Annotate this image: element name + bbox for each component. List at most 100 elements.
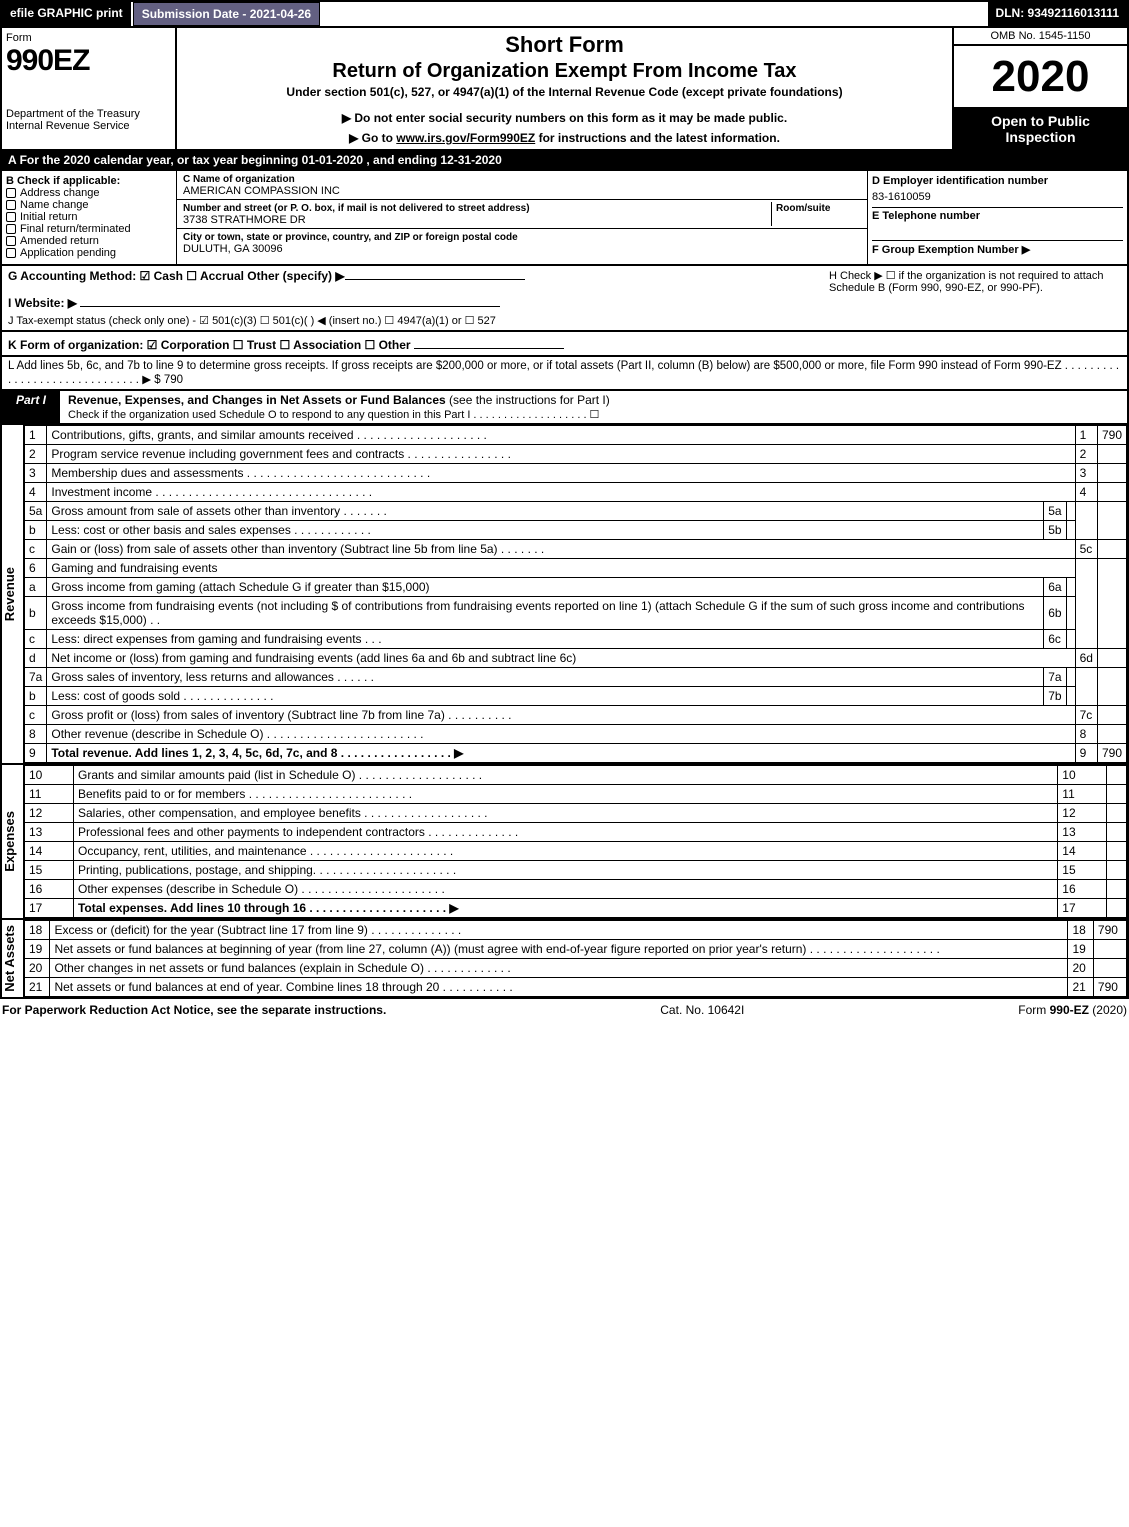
b-opt-name-label: Name change: [20, 199, 89, 211]
line-h: H Check ▶ ☐ if the organization is not r…: [821, 269, 1121, 327]
b-opt-amended-label: Amended return: [20, 235, 99, 247]
b-opt-amended[interactable]: Amended return: [6, 235, 172, 247]
c-street-line: Number and street (or P. O. box, if mail…: [177, 200, 867, 229]
ln6-d: Gaming and fundraising events: [47, 559, 1075, 578]
ln13-amt: [1107, 823, 1127, 842]
dln: DLN: 93492116013111: [988, 2, 1127, 26]
b-opt-name[interactable]: Name change: [6, 199, 172, 211]
e-tel-lbl: E Telephone number: [872, 210, 980, 222]
ln14-d: Occupancy, rent, utilities, and maintena…: [73, 842, 1057, 861]
ln15-d: Printing, publications, postage, and shi…: [73, 861, 1057, 880]
title-short-form: Short Form: [185, 32, 944, 58]
expenses-vlabel: Expenses: [2, 811, 23, 872]
b-opt-pending[interactable]: Application pending: [6, 247, 172, 259]
ln18-ln: 18: [1068, 921, 1093, 940]
c-street-lbl: Number and street (or P. O. box, if mail…: [183, 203, 530, 214]
ln16-ln: 16: [1058, 880, 1107, 899]
c-name-lbl: C Name of organization: [183, 174, 295, 185]
ln10-ln: 10: [1058, 766, 1107, 785]
form-header: Form 990EZ Department of the Treasury In…: [0, 28, 1129, 151]
spacer: [320, 2, 987, 26]
ln3-d: Membership dues and assessments . . . . …: [47, 464, 1075, 483]
ln11-n: 11: [25, 785, 74, 804]
ln11-ln: 11: [1058, 785, 1107, 804]
ln7b-d: Less: cost of goods sold . . . . . . . .…: [47, 687, 1044, 706]
ln14-ln: 14: [1058, 842, 1107, 861]
ln6d-amt: [1097, 649, 1126, 668]
ln6d-ln: 6d: [1075, 649, 1097, 668]
ln7a-subamt: [1066, 668, 1075, 687]
open-to-public: Open to Public Inspection: [954, 107, 1127, 149]
ln21-ln: 21: [1068, 978, 1093, 997]
ln21-d: Net assets or fund balances at end of ye…: [50, 978, 1068, 997]
ln12-d: Salaries, other compensation, and employ…: [73, 804, 1057, 823]
efile-print-button[interactable]: efile GRAPHIC print: [2, 2, 133, 26]
footer-right: Form 990-EZ (2020): [1018, 1003, 1127, 1017]
c-name-line: C Name of organization AMERICAN COMPASSI…: [177, 171, 867, 200]
ln6c-subamt: [1066, 630, 1075, 649]
ln2-d: Program service revenue including govern…: [47, 445, 1075, 464]
ln11-amt: [1107, 785, 1127, 804]
ln2-amt: [1097, 445, 1126, 464]
ln5c-amt: [1097, 540, 1126, 559]
part-i-tab: Part I: [2, 391, 60, 423]
ln16-n: 16: [25, 880, 74, 899]
d-ein-value: 83-1610059: [872, 191, 1123, 203]
c-street-value: 3738 STRATHMORE DR: [183, 214, 306, 226]
b-opt-initial[interactable]: Initial return: [6, 211, 172, 223]
ln7ab-shade: [1075, 668, 1097, 706]
omb-number: OMB No. 1545-1150: [954, 28, 1127, 46]
expenses-table: 10Grants and similar amounts paid (list …: [24, 765, 1127, 918]
block-bcdef: B Check if applicable: Address change Na…: [0, 171, 1129, 266]
irs-link[interactable]: www.irs.gov/Form990EZ: [396, 131, 535, 145]
ln7b-sub: 7b: [1044, 687, 1066, 706]
part-i-check: Check if the organization used Schedule …: [68, 409, 599, 421]
ln5ab-shade2: [1097, 502, 1126, 540]
ln5a-n: 5a: [25, 502, 47, 521]
title-under-section: Under section 501(c), 527, or 4947(a)(1)…: [185, 85, 944, 99]
ln10-n: 10: [25, 766, 74, 785]
part-i-title: Revenue, Expenses, and Changes in Net As…: [60, 391, 1127, 423]
department: Department of the Treasury Internal Reve…: [6, 108, 171, 132]
ln7a-n: 7a: [25, 668, 47, 687]
ln8-amt: [1097, 725, 1126, 744]
ln16-amt: [1107, 880, 1127, 899]
ln13-n: 13: [25, 823, 74, 842]
ln1-d: Contributions, gifts, grants, and simila…: [47, 426, 1075, 445]
ln6d-n: d: [25, 649, 47, 668]
ln5a-sub: 5a: [1044, 502, 1066, 521]
netassets-table: 18Excess or (deficit) for the year (Subt…: [24, 920, 1127, 997]
ln6b-sub: 6b: [1044, 597, 1066, 630]
goto-pre: ▶ Go to: [349, 131, 396, 145]
ln3-ln: 3: [1075, 464, 1097, 483]
ln3-n: 3: [25, 464, 47, 483]
line-k: K Form of organization: ☑ Corporation ☐ …: [0, 332, 1129, 357]
ln19-ln: 19: [1068, 940, 1093, 959]
ln19-n: 19: [25, 940, 50, 959]
col-b: B Check if applicable: Address change Na…: [2, 171, 177, 264]
b-opt-address[interactable]: Address change: [6, 187, 172, 199]
b-opt-final[interactable]: Final return/terminated: [6, 223, 172, 235]
ln5b-subamt: [1066, 521, 1075, 540]
ln18-n: 18: [25, 921, 50, 940]
c-city-line: City or town, state or province, country…: [177, 229, 867, 257]
b-opt-final-label: Final return/terminated: [20, 223, 131, 235]
ln14-n: 14: [25, 842, 74, 861]
ln1-ln: 1: [1075, 426, 1097, 445]
b-label: B Check if applicable:: [6, 175, 172, 187]
ln12-n: 12: [25, 804, 74, 823]
ln18-amt: 790: [1093, 921, 1126, 940]
line-g: G Accounting Method: ☑ Cash ☐ Accrual Ot…: [8, 269, 821, 327]
c-city-value: DULUTH, GA 30096: [183, 243, 283, 255]
ln7c-amt: [1097, 706, 1126, 725]
ln4-d: Investment income . . . . . . . . . . . …: [47, 483, 1075, 502]
ln11-d: Benefits paid to or for members . . . . …: [73, 785, 1057, 804]
ln6d-d: Net income or (loss) from gaming and fun…: [47, 649, 1075, 668]
f-group-lbl: F Group Exemption Number ▶: [872, 244, 1030, 256]
i-text: I Website: ▶: [8, 296, 77, 310]
ln9-amt: 790: [1097, 744, 1126, 763]
header-left: Form 990EZ Department of the Treasury In…: [2, 28, 177, 149]
form-word: Form: [6, 32, 171, 44]
ln6-shade: [1075, 559, 1097, 649]
sect-gh: G Accounting Method: ☑ Cash ☐ Accrual Ot…: [0, 266, 1129, 332]
